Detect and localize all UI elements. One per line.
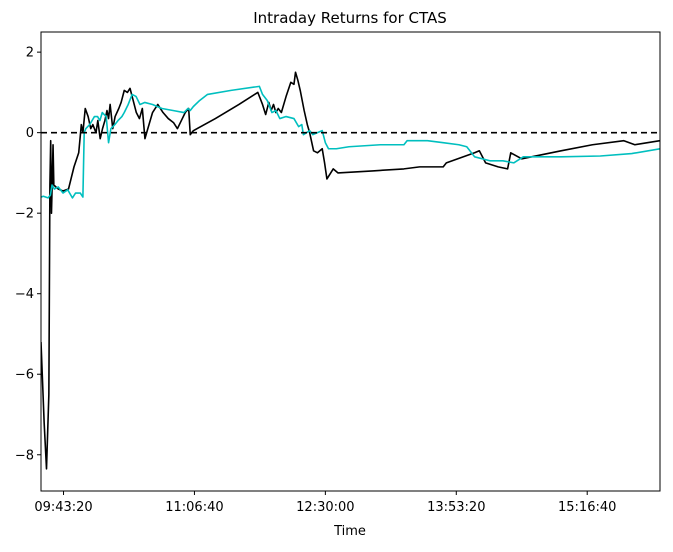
y-tick-label: −8 — [15, 448, 34, 463]
y-tick-label: −6 — [15, 368, 34, 383]
y-tick-label: −4 — [15, 287, 34, 302]
x-tick-label: 15:16:40 — [558, 500, 616, 515]
series-line-1 — [41, 71, 660, 470]
chart-title: Intraday Returns for CTAS — [253, 9, 447, 27]
y-tick-label: 2 — [26, 46, 34, 61]
x-tick-label: 11:06:40 — [165, 500, 223, 515]
x-tick-label: 09:43:20 — [34, 500, 92, 515]
ticks-layer: 2 0 −2 −4 −6 −8 09:43:20 11:06:40 12:30:00 13:53:… — [15, 46, 617, 515]
plot-layer — [41, 71, 660, 470]
x-axis-label: Time — [333, 524, 366, 539]
y-tick-label: 0 — [26, 126, 34, 141]
x-tick-label: 13:53:20 — [427, 500, 485, 515]
plot-frame — [40, 31, 661, 492]
y-tick-label: −2 — [15, 207, 34, 222]
x-tick-label: 12:30:00 — [296, 500, 354, 515]
